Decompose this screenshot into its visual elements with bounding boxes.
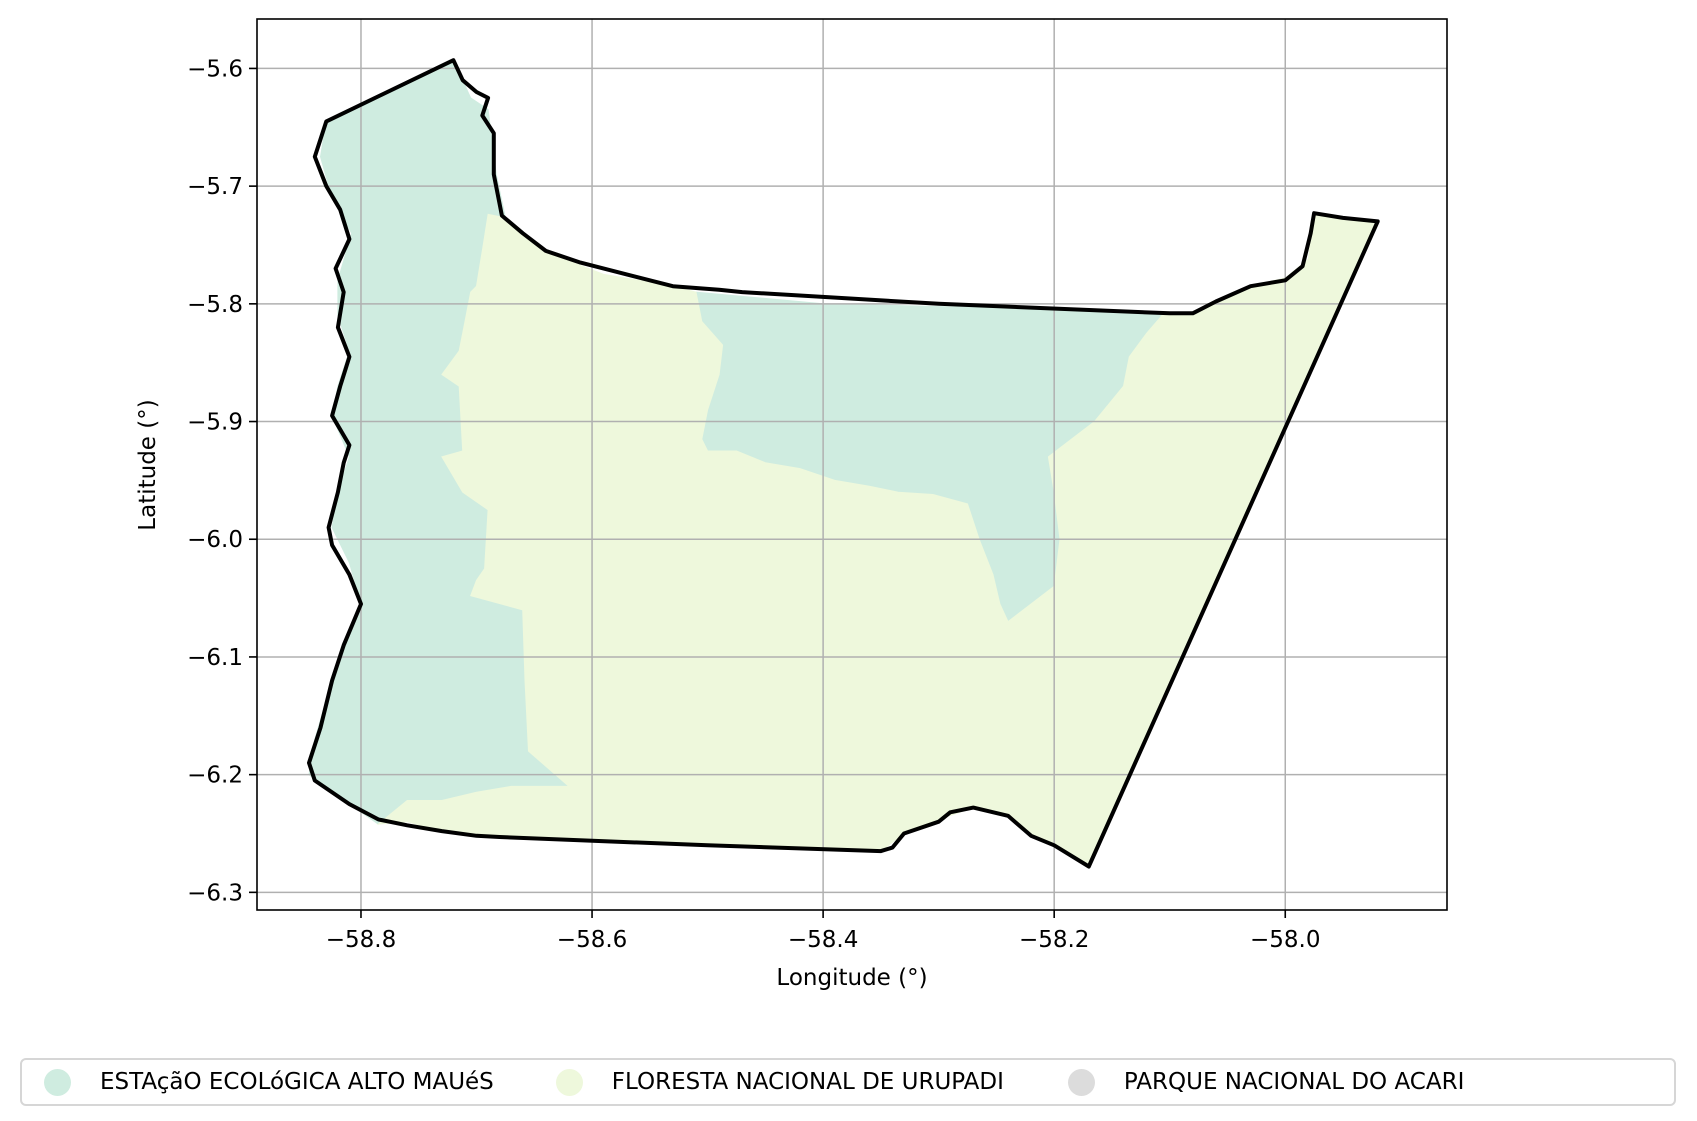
x-tick-label: −58.6 xyxy=(557,927,627,953)
x-axis-ticks: −58.8 −58.6 −58.4 −58.2 −58.0 xyxy=(326,910,1320,953)
y-tick-label: −5.7 xyxy=(187,174,243,200)
y-axis-ticks: −5.6 −5.7 −5.8 −5.9 −6.0 −6.1 −6.2 −6.3 xyxy=(187,56,257,906)
x-tick-label: −58.0 xyxy=(1250,927,1320,953)
y-tick-label: −5.8 xyxy=(187,292,243,318)
y-tick-label: −6.2 xyxy=(187,763,243,789)
legend-marker-icon xyxy=(1067,1068,1095,1096)
y-tick-label: −5.9 xyxy=(187,410,243,436)
y-tick-label: −6.1 xyxy=(187,645,243,671)
x-tick-label: −58.2 xyxy=(1019,927,1089,953)
legend: ESTAçãO ECOLóGICA ALTO MAUéS FLORESTA NA… xyxy=(20,1058,1676,1106)
outline-layer xyxy=(307,58,1380,869)
legend-marker-icon xyxy=(44,1068,71,1096)
y-tick-label: −5.6 xyxy=(187,56,243,82)
x-axis-label: Longitude (°) xyxy=(776,965,927,991)
y-tick-label: −6.0 xyxy=(187,527,243,553)
legend-label: FLORESTA NACIONAL DE URUPADI xyxy=(611,1069,1004,1095)
legend-item: FLORESTA NACIONAL DE URUPADI xyxy=(555,1060,1004,1104)
y-tick-label: −6.3 xyxy=(187,880,243,906)
legend-label: PARQUE NACIONAL DO ACARI xyxy=(1123,1069,1465,1095)
legend-item: ESTAçãO ECOLóGICA ALTO MAUéS xyxy=(44,1060,494,1104)
legend-marker-icon xyxy=(555,1068,583,1096)
x-tick-label: −58.4 xyxy=(788,927,858,953)
boundary-outline xyxy=(307,58,1380,869)
x-tick-label: −58.8 xyxy=(326,927,396,953)
y-axis-label: Latitude (°) xyxy=(135,399,161,530)
legend-item: PARQUE NACIONAL DO ACARI xyxy=(1067,1060,1465,1104)
region-layer xyxy=(308,59,1379,868)
legend-label: ESTAçãO ECOLóGICA ALTO MAUéS xyxy=(100,1069,494,1095)
plot-frame xyxy=(256,18,1448,911)
